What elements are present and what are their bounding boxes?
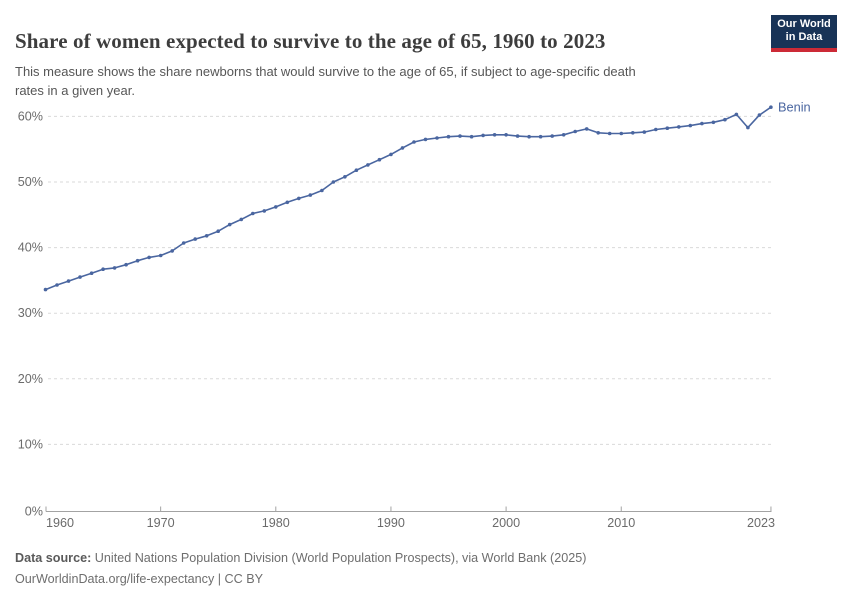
data-point-2014 [665, 126, 670, 130]
data-point-2019 [723, 117, 727, 122]
owid-logo-line1: Our World [777, 18, 831, 30]
series-line-benin [44, 106, 772, 291]
data-point-2017 [700, 121, 704, 126]
data-point-2000 [504, 133, 508, 137]
data-point-2015 [677, 125, 681, 129]
series-label-benin: Benin [778, 100, 811, 115]
data-point-1999 [492, 133, 497, 137]
data-point-1969 [147, 255, 151, 260]
data-point-1986 [343, 175, 347, 179]
data-point-1998 [481, 133, 485, 138]
x-axis-label-2023: 2023 [747, 516, 775, 530]
y-axis-label-20: 20% [18, 372, 43, 386]
data-point-1978 [251, 211, 255, 216]
data-point-1982 [297, 196, 301, 201]
owid-logo-text: Our World in Data [771, 15, 837, 48]
data-point-1972 [181, 241, 186, 245]
x-axis-label-1970: 1970 [147, 516, 175, 530]
x-axis-label-2010: 2010 [607, 516, 635, 530]
data-point-2016 [688, 123, 693, 128]
data-point-2008 [596, 131, 600, 135]
data-point-1988 [366, 163, 370, 167]
data-source-label: Data source: [15, 551, 92, 565]
data-point-2001 [515, 134, 520, 138]
data-point-2012 [642, 130, 647, 134]
data-point-1966 [112, 266, 117, 270]
data-point-1968 [135, 258, 140, 263]
data-point-1961 [55, 283, 59, 287]
owid-logo-red-bar [771, 48, 837, 52]
data-point-2006 [573, 129, 577, 134]
y-axis-label-0: 0% [25, 505, 43, 519]
data-point-2022 [757, 113, 762, 117]
data-point-1980 [274, 205, 278, 209]
data-point-2009 [607, 131, 612, 136]
data-point-1974 [204, 234, 209, 238]
x-axis-label-1990: 1990 [377, 516, 405, 530]
data-point-1964 [89, 271, 94, 276]
data-point-1963 [78, 275, 82, 279]
data-point-1995 [446, 134, 451, 139]
data-point-2013 [654, 127, 658, 132]
owid-logo-line2: in Data [785, 31, 823, 43]
y-axis-label-30: 30% [18, 306, 43, 320]
data-point-1981 [285, 200, 290, 205]
data-point-1992 [412, 140, 416, 144]
data-point-1987 [354, 168, 359, 172]
data-point-1984 [320, 188, 324, 193]
data-point-2007 [584, 127, 589, 131]
data-point-1985 [331, 180, 336, 184]
page-title: Share of women expected to survive to th… [15, 29, 606, 54]
data-point-1989 [377, 157, 382, 162]
data-point-1993 [423, 137, 428, 142]
data-point-2004 [550, 134, 554, 138]
data-point-1983 [308, 193, 313, 197]
data-point-1979 [262, 209, 267, 213]
citation-line: OurWorldinData.org/life-expectancy | CC … [15, 571, 264, 586]
y-axis-label-40: 40% [18, 241, 43, 255]
data-source-line: Data source: United Nations Population D… [15, 548, 835, 569]
data-point-1965 [101, 267, 105, 272]
x-axis-label-2000: 2000 [492, 516, 520, 530]
data-point-1977 [239, 217, 244, 222]
data-point-1975 [216, 229, 220, 233]
data-point-1976 [227, 222, 232, 227]
chart-subtitle: This measure shows the share newborns th… [15, 64, 636, 98]
data-point-1962 [66, 279, 71, 283]
data-point-1973 [193, 237, 197, 241]
y-axis-label-60: 60% [18, 109, 43, 123]
chart-footer: Data source: United Nations Population D… [15, 548, 835, 589]
y-axis-label-50: 50% [18, 175, 43, 189]
data-point-1960 [43, 287, 48, 292]
x-axis-label-1980: 1980 [262, 516, 290, 530]
data-point-1971 [170, 249, 174, 253]
data-source-text: United Nations Population Division (Worl… [91, 551, 587, 565]
owid-logo: Our World in Data [771, 15, 837, 52]
data-point-1994 [435, 136, 439, 140]
data-point-1970 [158, 253, 163, 258]
data-point-2018 [711, 120, 716, 125]
data-point-2021 [746, 125, 750, 130]
data-point-1997 [469, 134, 474, 139]
data-point-2020 [734, 112, 739, 117]
data-point-2003 [538, 134, 543, 139]
x-axis-label-1960: 1960 [46, 516, 74, 530]
data-point-2002 [527, 134, 531, 139]
data-point-2010 [619, 131, 624, 136]
y-axis-label-10: 10% [18, 437, 43, 451]
data-point-1996 [458, 134, 462, 138]
data-point-1991 [400, 146, 405, 150]
data-point-2011 [631, 131, 635, 135]
data-point-2023 [769, 105, 773, 109]
data-point-1967 [124, 262, 128, 267]
data-point-1990 [389, 152, 393, 157]
data-point-2005 [561, 133, 566, 137]
line-chart: 0% 10% 20% 30% 40% 50% 60% 1960 1970 1980 1990 2000… [18, 100, 811, 530]
